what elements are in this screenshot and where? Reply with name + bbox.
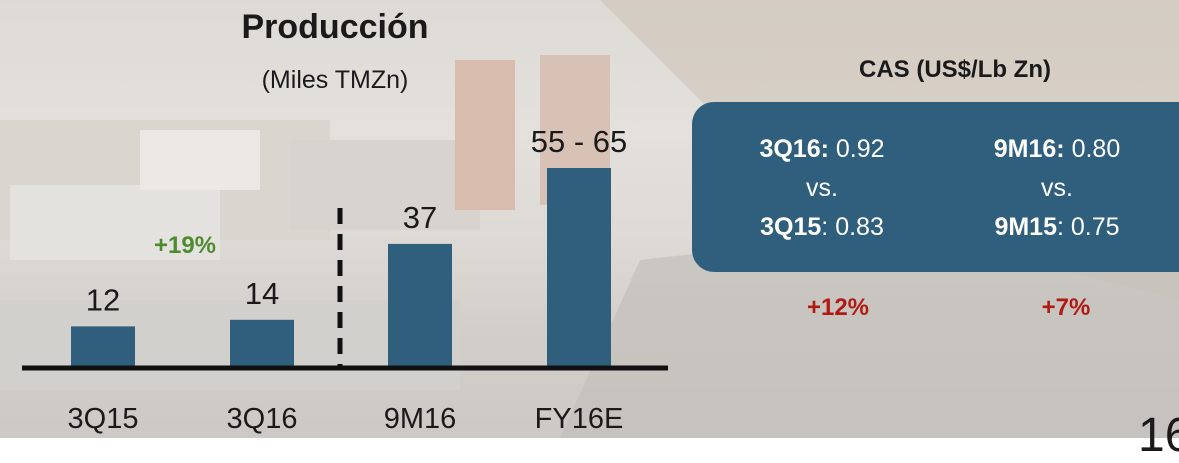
cas-current-line: 3Q16: 0.92 [712,130,932,169]
bar-9m16 [388,243,452,366]
data-label: 55 - 65 [531,124,628,159]
cas-prior-line: 9M15: 0.75 [947,208,1167,247]
cas-prior-line: 3Q15: 0.83 [712,208,932,247]
cas-title: CAS (US$/Lb Zn) [859,56,1051,83]
chart-subtitle: (Miles TMZn) [261,66,409,94]
category-label: FY16E [535,403,624,435]
cas-prior-label: 9M15 [994,213,1057,241]
cas-current-label: 3Q16: [759,135,829,163]
cas-vs: vs. [1041,174,1073,202]
data-label: 37 [403,200,437,235]
cas-prior-value: : 0.75 [1056,213,1120,241]
cas-vs: vs. [806,174,838,202]
bar-3q16 [230,319,294,366]
cas-panel: 3Q16: 0.92 vs. 3Q15: 0.83 9M16: 0.80 vs.… [692,102,1179,272]
cas-delta-quarter: +12% [806,294,870,321]
cas-prior-label: 3Q15 [760,213,822,241]
cas-delta-nine-months: +7% [1041,294,1091,321]
cas-current-label: 9M16: [993,135,1065,163]
cas-current-value: 0.80 [1071,135,1121,163]
cas-current-line: 9M16: 0.80 [947,130,1167,169]
page-number: 16 [1138,409,1179,462]
cas-column-quarter: 3Q16: 0.92 vs. 3Q15: 0.83 [712,130,932,247]
data-label: 12 [86,282,120,317]
cas-column-nine-months: 9M16: 0.80 vs. 9M15: 0.75 [947,130,1167,247]
category-label: 3Q15 [68,403,139,435]
chart-title: Producción [241,8,429,46]
production-bar-chart: 12 3Q15 14 3Q16 37 9M16 55 - 65 FY16E [22,124,668,435]
bar-fy16e [547,168,611,366]
cas-prior-value: : 0.83 [821,213,884,241]
growth-annotation: +19% [153,232,217,259]
bar-3q15 [71,326,135,366]
data-label: 14 [245,276,279,311]
category-label: 3Q16 [227,403,298,435]
cas-current-value: 0.92 [835,135,885,163]
category-label: 9M16 [384,403,457,435]
